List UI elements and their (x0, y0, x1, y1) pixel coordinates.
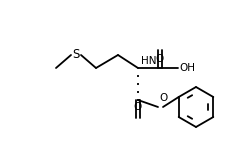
Text: O: O (155, 54, 163, 64)
Text: S: S (72, 49, 80, 61)
Text: OH: OH (179, 63, 195, 73)
Text: HN: HN (141, 56, 156, 66)
Text: O: O (133, 102, 141, 112)
Text: O: O (159, 93, 167, 103)
